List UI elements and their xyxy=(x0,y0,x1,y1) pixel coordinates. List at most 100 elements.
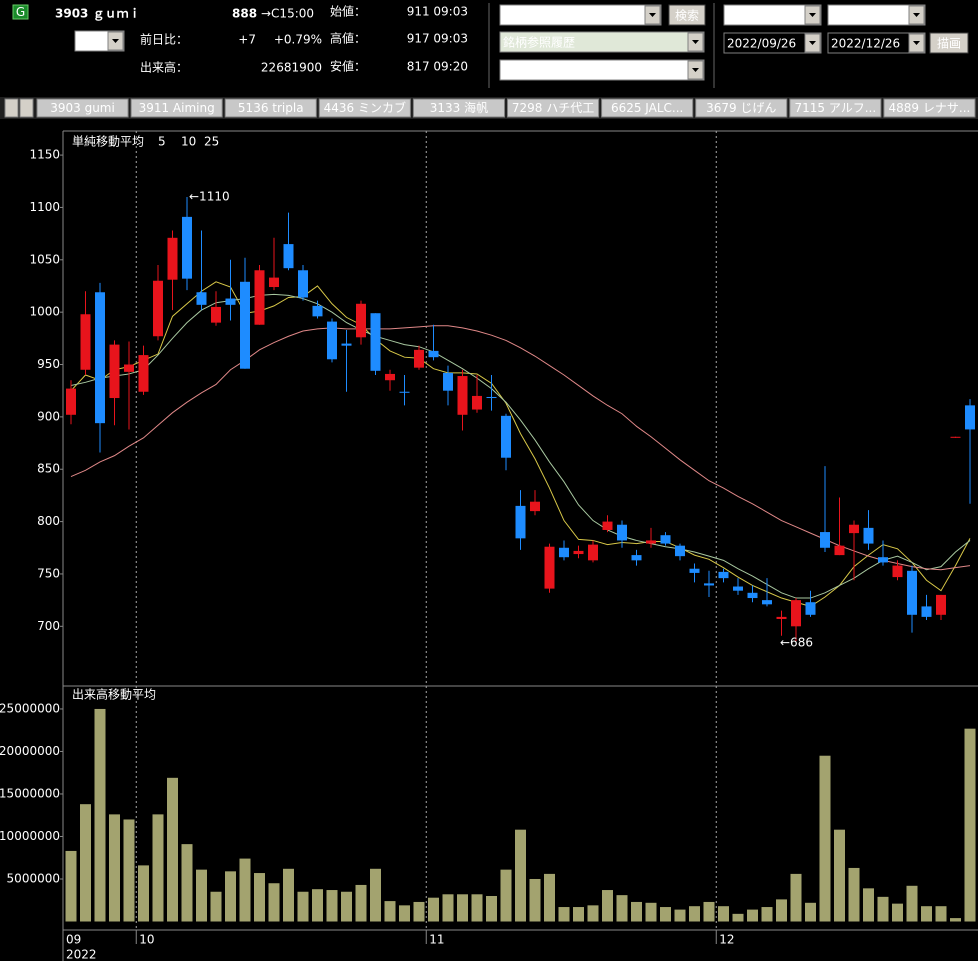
candle-body xyxy=(820,532,830,548)
y-tick-label: 1050 xyxy=(29,252,60,266)
y-tick-label: 750 xyxy=(37,566,60,580)
candle-body xyxy=(457,376,468,415)
volume-bar xyxy=(776,899,787,922)
candle-body xyxy=(501,415,511,458)
stock-tab[interactable] xyxy=(224,98,317,118)
stock-tab-label: 7115 アルフ... xyxy=(795,101,877,115)
volume-bar xyxy=(283,868,294,922)
stock-tab[interactable] xyxy=(883,98,976,118)
change-value: +7 xyxy=(238,33,256,47)
search-button[interactable] xyxy=(668,4,706,26)
volume-bar xyxy=(645,902,657,922)
volume-bar xyxy=(848,867,860,922)
volume-bar xyxy=(428,897,439,922)
volume-bar xyxy=(457,894,468,922)
year-label: 2022 xyxy=(66,948,97,961)
low-annotation: ←686 xyxy=(780,635,813,649)
y2-tick-label: 25000000 xyxy=(0,701,60,715)
stock-tab-label: 3133 海帆 xyxy=(430,100,488,115)
volume-bar xyxy=(138,865,149,922)
candle-body xyxy=(254,270,265,325)
draw-button[interactable] xyxy=(929,32,969,54)
candle-body xyxy=(240,281,250,369)
candle-body xyxy=(588,544,598,561)
candle-body xyxy=(863,527,874,544)
volume-bar xyxy=(877,896,889,922)
candle-body xyxy=(878,557,888,563)
volume-bar xyxy=(950,918,961,922)
stock-tab-label: 3911 Aiming xyxy=(139,101,215,115)
code-input[interactable] xyxy=(499,4,662,26)
change-pct: +0.79% xyxy=(274,33,322,47)
arrow-icon xyxy=(112,39,119,43)
candle-body xyxy=(791,600,801,627)
candle-body xyxy=(269,277,279,288)
volume-bar xyxy=(602,890,613,922)
search-button-text: 検索 xyxy=(675,9,699,23)
date-from[interactable] xyxy=(723,32,822,54)
candle-body xyxy=(356,303,366,338)
tab-nav[interactable] xyxy=(19,98,34,118)
y-tick-label: 700 xyxy=(37,619,60,633)
volume-bar xyxy=(297,891,309,922)
period-select[interactable] xyxy=(723,4,822,26)
volume-bar xyxy=(703,901,715,922)
candle-body xyxy=(312,305,323,317)
candle-body xyxy=(805,602,816,615)
tab-nav[interactable] xyxy=(4,98,19,118)
stock-tab[interactable] xyxy=(130,98,223,118)
candle-body xyxy=(109,344,120,399)
arrow-icon xyxy=(913,41,920,45)
stock-tab[interactable] xyxy=(36,98,129,118)
candle-body xyxy=(443,372,453,391)
stock-tab[interactable] xyxy=(412,98,505,118)
volume-bar xyxy=(732,913,744,922)
stock-tab-label: 5136 tripla xyxy=(238,101,304,115)
volume-bar xyxy=(486,895,497,922)
candle-body xyxy=(138,355,149,392)
stock-tab[interactable] xyxy=(507,98,600,118)
arrow-icon xyxy=(692,40,699,44)
volume-bar xyxy=(500,869,512,922)
candle-body xyxy=(892,565,903,578)
candle-body xyxy=(602,521,613,530)
volume-bar xyxy=(152,814,164,922)
candle-body xyxy=(385,373,395,381)
candle-body xyxy=(167,237,178,280)
candle-body xyxy=(196,292,207,305)
candle-body xyxy=(486,396,497,399)
y-tick-label: 800 xyxy=(37,514,60,528)
candle-body xyxy=(733,586,743,591)
volume-bar xyxy=(515,829,526,922)
y-tick-label: 1000 xyxy=(29,305,60,319)
arrow-icon xyxy=(649,13,656,17)
candle-body xyxy=(66,388,76,415)
volume-bar xyxy=(834,829,845,922)
ma-legend-title: 単純移動平均 xyxy=(72,135,144,149)
y2-tick-label: 20000000 xyxy=(0,744,60,758)
candle-body xyxy=(631,555,642,561)
stock-tab[interactable] xyxy=(695,98,788,118)
stock-tab-label: 4436 ミンカブ xyxy=(324,100,406,115)
app-icon-text: G xyxy=(16,5,25,19)
stock-tab[interactable] xyxy=(318,98,411,118)
date-to[interactable] xyxy=(827,32,926,54)
volume-bar xyxy=(341,891,352,922)
candle-body xyxy=(428,350,439,358)
stock-tab[interactable] xyxy=(601,98,694,118)
market-select-text: 東* xyxy=(78,35,96,49)
history-select[interactable] xyxy=(499,31,705,53)
stock-tab[interactable] xyxy=(789,98,882,118)
candle-body xyxy=(182,216,192,279)
candle-body xyxy=(689,568,700,573)
range-select[interactable] xyxy=(827,4,926,26)
sub-select[interactable] xyxy=(499,59,705,81)
stock-name: 3903 ｇｕｍｉ xyxy=(55,7,141,22)
volume-legend-title: 出来高移動平均 xyxy=(72,687,156,702)
x-tick-label: 10 xyxy=(139,933,154,947)
x-tick-label: 11 xyxy=(429,933,444,947)
volume-bar xyxy=(442,894,454,922)
y2-tick-label: 10000000 xyxy=(0,829,60,843)
